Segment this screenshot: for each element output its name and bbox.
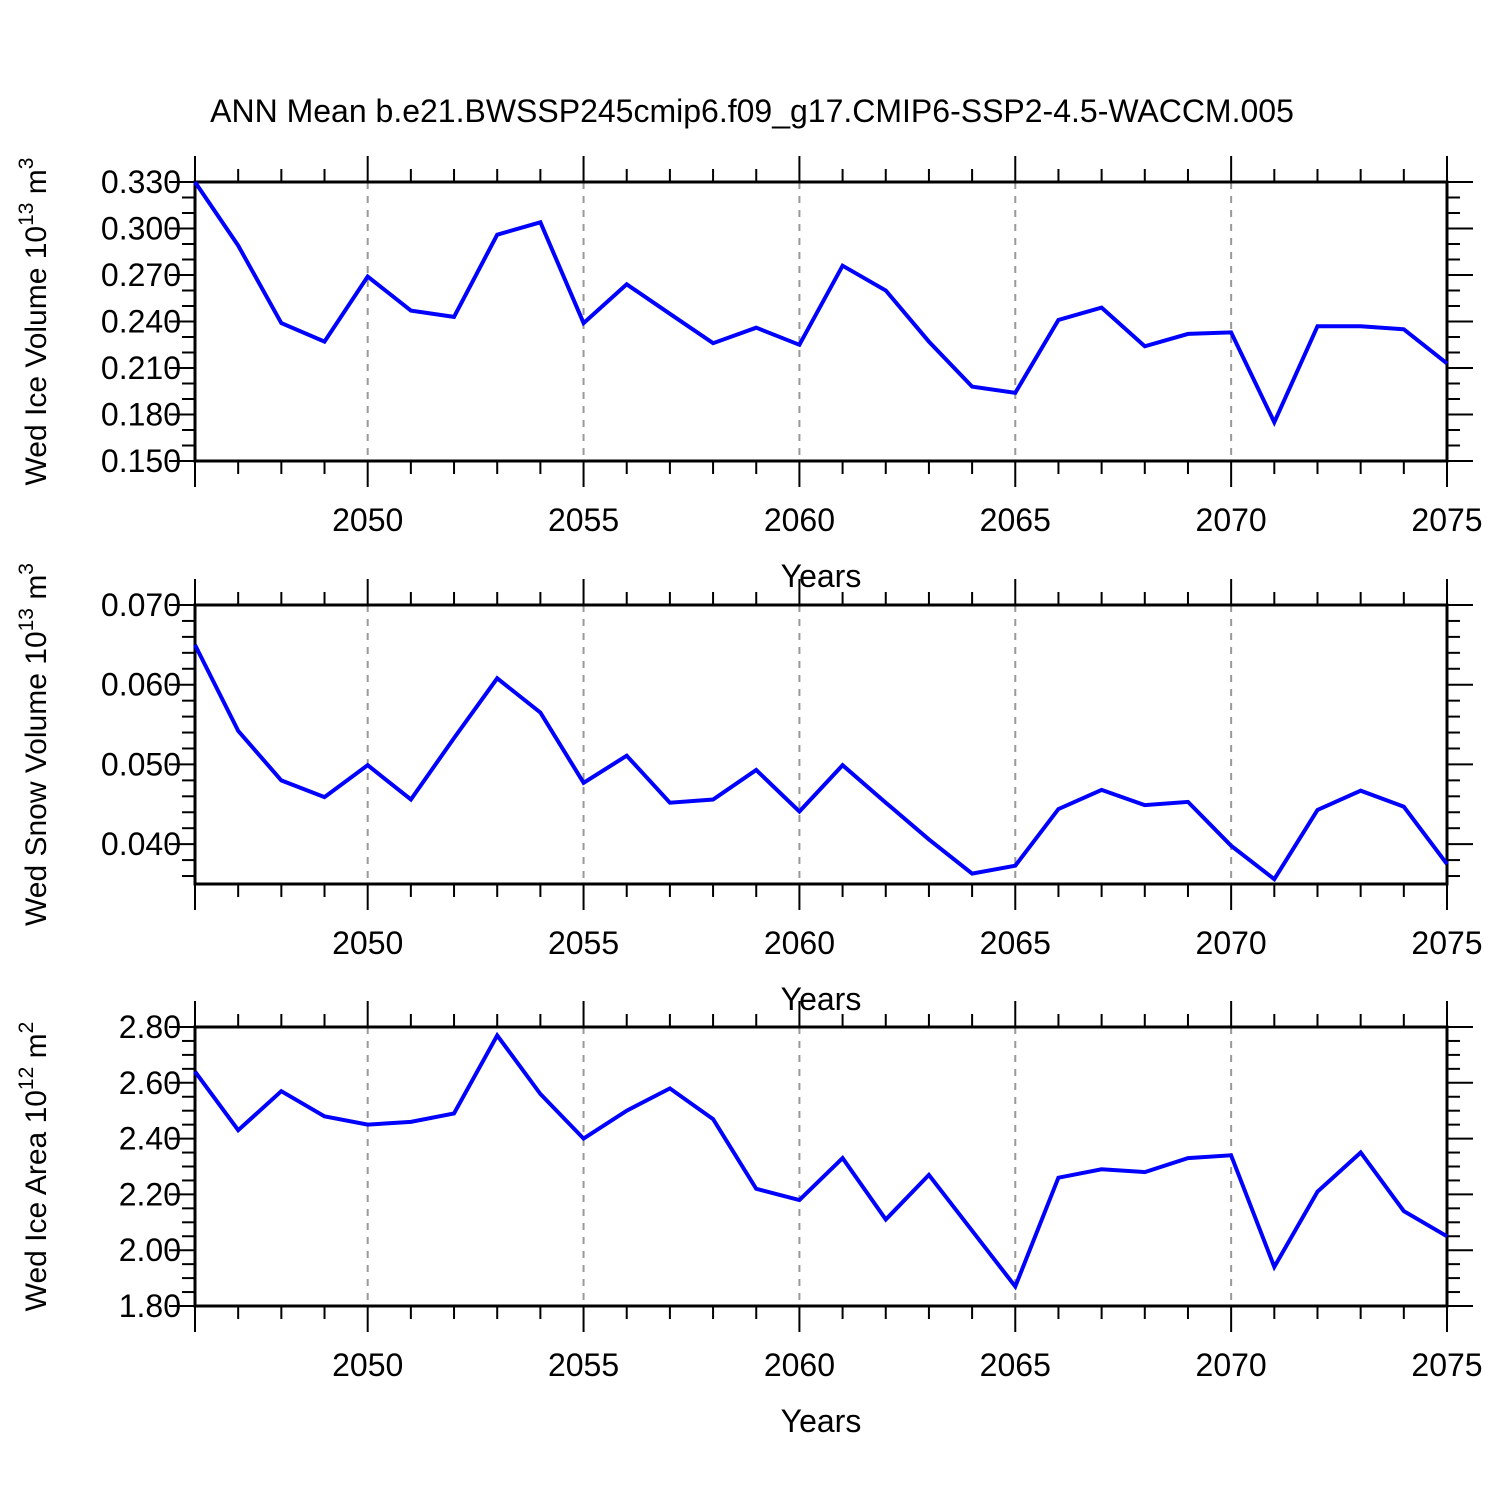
series-line xyxy=(193,180,1449,428)
y-ticks: 0.040 0.050 0.060 0.070 xyxy=(101,587,1473,878)
y-ticks: 1.80 2.00 2.20 2.40 2.60 2.80 xyxy=(119,1009,1473,1324)
x-tick-label: 2050 xyxy=(332,1347,403,1383)
plot-frame xyxy=(193,603,1449,886)
gridlines xyxy=(366,1027,1233,1306)
x-ticks xyxy=(194,1001,1448,1332)
x-tick-label: 2055 xyxy=(548,925,619,961)
y-tick-label: 0.150 xyxy=(101,443,181,479)
y-tick-label: 0.070 xyxy=(101,587,181,623)
x-tick-label: 2065 xyxy=(980,925,1051,961)
y-tick-label: 0.270 xyxy=(101,257,181,293)
gridlines xyxy=(366,182,1233,461)
x-tick-label: 2070 xyxy=(1196,502,1267,538)
y-tick-label: 1.80 xyxy=(119,1288,181,1324)
y-tick-label: 2.20 xyxy=(119,1176,181,1212)
y-tick-label: 2.60 xyxy=(119,1065,181,1101)
y-tick-label: 0.210 xyxy=(101,350,181,386)
gridlines xyxy=(366,605,1233,884)
y-tick-label: 0.240 xyxy=(101,304,181,340)
x-axis-title: Years xyxy=(781,558,862,594)
x-tick-label: 2055 xyxy=(548,502,619,538)
x-axis-title: Years xyxy=(781,981,862,1017)
series-line xyxy=(193,644,1449,883)
panel-wed-snow-volume: 0.040 0.050 0.060 0.070 2050 2055 2060 2065 2070… xyxy=(15,563,1483,1017)
x-tick-label: 2060 xyxy=(764,1347,835,1383)
panel-wed-ice-volume: 0.150 0.180 0.210 0.240 0.270 0.300 0.330 2050 2… xyxy=(15,156,1483,594)
x-tick-label: 2070 xyxy=(1196,1347,1267,1383)
x-tick-label: 2070 xyxy=(1196,925,1267,961)
x-tick-label: 2065 xyxy=(980,1347,1051,1383)
x-tick-label: 2060 xyxy=(764,925,835,961)
y-tick-label: 2.00 xyxy=(119,1232,181,1268)
x-tick-label: 2050 xyxy=(332,925,403,961)
y-axis-title: Wed Snow Volume 1013 m3 xyxy=(15,563,53,926)
y-axis-title: Wed Ice Area 1012 m2 xyxy=(15,1022,53,1312)
x-tick-label: 2075 xyxy=(1411,1347,1482,1383)
y-tick-label: 0.180 xyxy=(101,397,181,433)
x-ticks xyxy=(194,156,1448,487)
y-tick-label: 2.80 xyxy=(119,1009,181,1045)
chart-panels: 0.150 0.180 0.210 0.240 0.270 0.300 0.330 2050 2… xyxy=(15,156,1483,1439)
plot-frame xyxy=(193,180,1449,463)
y-tick-label: 0.330 xyxy=(101,164,181,200)
series-line xyxy=(193,1031,1449,1291)
x-tick-label: 2055 xyxy=(548,1347,619,1383)
y-axis-title: Wed Ice Volume 1013 m3 xyxy=(15,158,53,486)
y-tick-label: 0.050 xyxy=(101,746,181,782)
y-ticks: 0.150 0.180 0.210 0.240 0.270 0.300 0.330 xyxy=(101,164,1473,479)
x-tick-label: 2075 xyxy=(1411,502,1482,538)
chart-title: ANN Mean b.e21.BWSSP245cmip6.f09_g17.CMI… xyxy=(210,93,1294,129)
x-tick-label: 2050 xyxy=(332,502,403,538)
plot-frame xyxy=(193,1025,1449,1308)
x-tick-label: 2060 xyxy=(764,502,835,538)
x-ticks xyxy=(194,579,1448,910)
x-axis-title: Years xyxy=(781,1403,862,1439)
y-tick-label: 2.40 xyxy=(119,1121,181,1157)
panel-wed-ice-area: 1.80 2.00 2.20 2.40 2.60 2.80 2050 2055 2060 2065… xyxy=(15,1001,1483,1439)
x-tick-label: 2065 xyxy=(980,502,1051,538)
y-tick-label: 0.060 xyxy=(101,667,181,703)
x-tick-label: 2075 xyxy=(1411,925,1482,961)
y-tick-label: 0.300 xyxy=(101,211,181,247)
y-tick-label: 0.040 xyxy=(101,826,181,862)
